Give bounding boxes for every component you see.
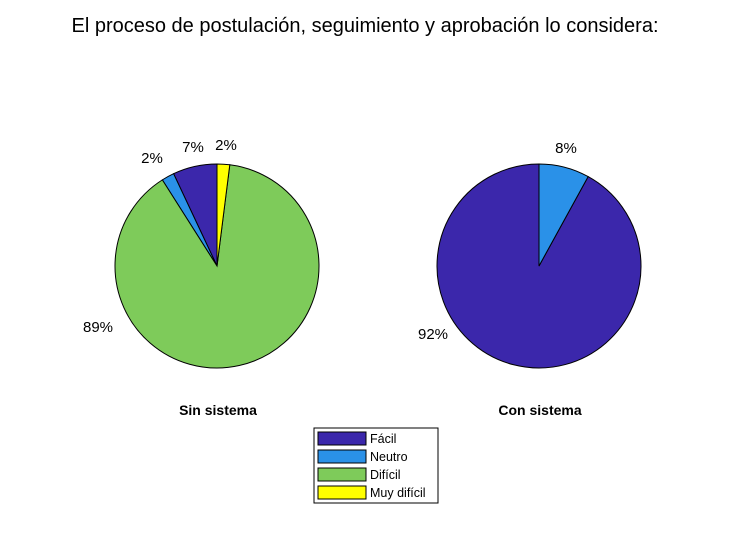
legend-swatch-neutro xyxy=(317,449,367,464)
pie-slice-muy-dificil xyxy=(216,163,231,267)
pie-label-neutro: 2% xyxy=(141,150,163,167)
legend-label-facil: Fácil xyxy=(370,432,396,446)
legend-swatch-dificil xyxy=(317,467,367,482)
pie-slice-neutro xyxy=(538,163,589,267)
legend-label-neutro: Neutro xyxy=(370,450,408,464)
chart-title: El proceso de postulación, seguimiento y… xyxy=(71,15,658,37)
pie-slice-facil xyxy=(436,163,642,369)
legend-swatch-facil xyxy=(317,431,367,446)
legend: Fácil Neutro Difícil Muy difícil xyxy=(313,427,439,504)
pie-label-neutro: 8% xyxy=(555,140,577,157)
pie-subtitle-con-sistema: Con sistema xyxy=(498,402,581,418)
legend-label-dificil: Difícil xyxy=(370,468,401,482)
pie-label-muy-dificil: 2% xyxy=(215,137,237,154)
pie-slice-dificil xyxy=(114,164,320,369)
pie-label-dificil: 89% xyxy=(83,319,113,336)
pie-label-facil: 7% xyxy=(182,139,204,156)
legend-swatch-muy-dificil xyxy=(317,485,367,500)
legend-label-muy-dificil: Muy difícil xyxy=(370,486,426,500)
pie-subtitle-sin-sistema: Sin sistema xyxy=(179,402,257,418)
pie-label-facil: 92% xyxy=(418,326,448,343)
